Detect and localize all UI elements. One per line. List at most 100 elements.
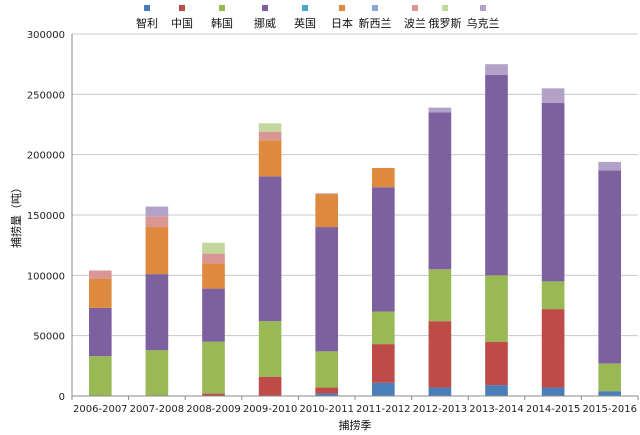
bar-segment (145, 227, 169, 275)
x-tick-label: 2008-2009 (186, 404, 241, 415)
legend-swatch (179, 5, 185, 11)
bar-segment (315, 393, 339, 396)
bar-segment (428, 387, 452, 396)
legend-item: 新西兰 (359, 5, 392, 30)
bar-segment (145, 206, 169, 217)
bar-segment (258, 131, 282, 141)
x-tick-label: 2009-2010 (243, 404, 298, 415)
bar-segment (315, 194, 339, 228)
x-tick-label: 2011-2012 (356, 404, 411, 415)
x-tick-label: 2015-2016 (582, 404, 637, 415)
bar-segment (202, 288, 225, 342)
bar-segment (428, 107, 452, 113)
chart-legend: 智利 中国 韩国 挪威 英国 日本 新西兰 波兰 俄罗斯 乌克兰 (136, 5, 500, 30)
legend-swatch (372, 5, 378, 11)
bar-segment (371, 382, 395, 396)
legend-label: 智利 (136, 16, 158, 30)
x-tick-labels: 2006-2007 2007-2008 2008-2009 2009-2010 2010… (71, 396, 639, 415)
y-tick-label: 150000 (27, 211, 65, 222)
legend-swatch (144, 5, 150, 11)
bar-segment (315, 351, 339, 388)
legend-label: 乌克兰 (467, 16, 500, 30)
legend-item: 俄罗斯 (429, 5, 462, 30)
bar-segment (202, 242, 225, 254)
legend-swatch (302, 5, 308, 11)
legend-item: 智利 (136, 5, 158, 30)
bar-segment (202, 393, 225, 396)
bar-segment (202, 263, 225, 289)
bar-segment (258, 376, 282, 396)
bar-segment (258, 321, 282, 377)
x-tick-label: 2013-2014 (469, 404, 524, 415)
bar-segment (202, 253, 225, 264)
bar-segment (315, 227, 339, 352)
legend-item: 挪威 (254, 5, 276, 30)
y-tick-label: 50000 (33, 332, 65, 343)
legend-label: 挪威 (254, 16, 276, 30)
bar-segment (428, 112, 452, 270)
legend-label: 新西兰 (359, 16, 392, 30)
bar-segment (598, 363, 622, 392)
legend-label: 韩国 (211, 16, 233, 30)
x-tick-label: 2007-2008 (130, 404, 185, 415)
x-tick-label: 2014-2015 (526, 404, 581, 415)
x-tick-label: 2010-2011 (299, 404, 354, 415)
legend-item: 乌克兰 (467, 5, 500, 30)
y-axis-title: 捕捞量（吨） (9, 182, 23, 248)
legend-label: 俄罗斯 (429, 17, 462, 30)
bar-segment (541, 88, 565, 103)
bar-segment (541, 281, 565, 310)
bar-segment (541, 387, 565, 396)
bar-segment (541, 102, 565, 282)
bar-segment (598, 161, 622, 171)
bar-segment (88, 278, 112, 308)
y-tick-label: 250000 (27, 90, 65, 101)
bar-segment (88, 270, 112, 279)
bar-segment (315, 193, 339, 195)
legend-label: 波兰 (404, 17, 426, 30)
bar-segment (315, 387, 339, 394)
bar-segment (258, 176, 282, 322)
bar-segment (371, 344, 395, 383)
y-tick-label: 300000 (27, 30, 65, 41)
legend-label: 日本 (331, 16, 353, 30)
legend-swatch (412, 5, 418, 11)
bar-segment (371, 311, 395, 345)
legend-item: 中国 (171, 5, 193, 30)
bar-segment (428, 269, 452, 322)
bar-segment (485, 75, 508, 276)
legend-swatch (219, 5, 225, 11)
x-tick-label: 2012-2013 (413, 404, 468, 415)
bar-segment (428, 321, 452, 388)
bar-segment (485, 341, 508, 386)
legend-swatch (480, 5, 486, 11)
bar-segment (258, 140, 282, 177)
bar-segment (202, 341, 225, 394)
bar-segment (598, 170, 622, 364)
bar-segment (88, 356, 112, 396)
legend-swatch (442, 5, 448, 11)
bar-segment (541, 309, 565, 388)
legend-item: 波兰 (404, 5, 426, 30)
bar-segment (88, 307, 112, 357)
bar-segment (598, 391, 622, 396)
bars-layer (88, 64, 622, 396)
y-tick-label: 0 (59, 392, 65, 403)
legend-swatch (339, 5, 345, 11)
bar-segment (371, 187, 395, 312)
y-tick-label: 200000 (27, 151, 65, 162)
legend-item: 日本 (331, 5, 353, 30)
legend-item: 韩国 (211, 5, 233, 30)
legend-label: 中国 (171, 17, 193, 30)
legend-label: 英国 (294, 16, 316, 30)
bar-segment (371, 167, 395, 188)
bar-segment (145, 216, 169, 228)
y-tick-labels: 0 50000 100000 150000 200000 250000 300000 (27, 30, 65, 403)
bar-segment (145, 274, 169, 351)
bar-segment (485, 64, 508, 76)
bar-segment (485, 385, 508, 396)
legend-item: 英国 (294, 5, 316, 30)
bar-segment (258, 123, 282, 132)
y-tick-label: 100000 (27, 271, 65, 282)
